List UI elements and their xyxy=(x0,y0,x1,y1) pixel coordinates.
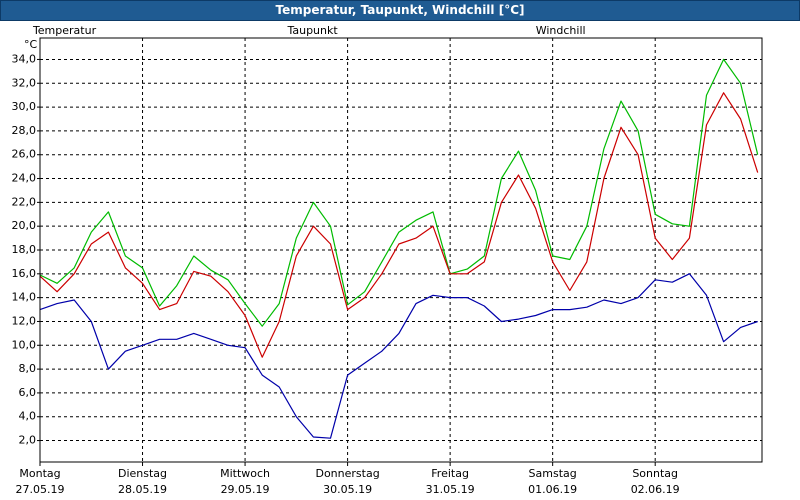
x-tick-label: Mittwoch xyxy=(220,467,270,480)
y-unit: °C xyxy=(24,38,38,51)
y-tick-label: 22,0 xyxy=(12,195,37,208)
legend-label: Taupunkt xyxy=(286,24,338,37)
x-tick-label: Montag xyxy=(19,467,60,480)
background xyxy=(0,21,800,500)
y-tick-label: 30,0 xyxy=(12,100,37,113)
y-tick-label: 14,0 xyxy=(12,291,37,304)
x-tick-label: 02.06.19 xyxy=(631,483,680,496)
y-tick-label: 34,0 xyxy=(12,52,37,65)
series-line xyxy=(39,58,759,327)
x-tick-label: Freitag xyxy=(431,467,469,480)
y-tick-label: 26,0 xyxy=(12,148,37,161)
x-tick-label: Dienstag xyxy=(118,467,167,480)
x-tick-label: 30.05.19 xyxy=(323,483,372,496)
y-tick-label: 8,0 xyxy=(19,362,37,375)
x-tick-label: 31.05.19 xyxy=(426,483,475,496)
y-tick-label: 20,0 xyxy=(12,219,37,232)
y-tick-label: 2,0 xyxy=(19,434,37,447)
chart-title: Temperatur, Taupunkt, Windchill [°C] xyxy=(0,0,800,21)
y-tick-label: 16,0 xyxy=(12,267,37,280)
x-tick-label: Samstag xyxy=(529,467,577,480)
x-tick-label: 29.05.19 xyxy=(221,483,270,496)
chart: °C 2,0 4,0 6,0 8,0 10,0 12,0 14,0 16,0 18,0 20,0 2… xyxy=(0,21,800,500)
series-line xyxy=(39,273,758,439)
x-tick-label: Sonntag xyxy=(632,467,678,480)
x-tick-label: 28.05.19 xyxy=(118,483,167,496)
y-tick-label: 18,0 xyxy=(12,243,37,256)
legend-label: Windchill xyxy=(536,24,586,37)
y-tick-label: 28,0 xyxy=(12,124,37,137)
y-tick-label: 12,0 xyxy=(12,314,37,327)
x-tick-label: 01.06.19 xyxy=(528,483,577,496)
y-tick-label: 10,0 xyxy=(12,338,37,351)
x-tick-label: 27.05.19 xyxy=(16,483,65,496)
y-tick-label: 24,0 xyxy=(12,172,37,185)
y-tick-label: 4,0 xyxy=(19,410,37,423)
y-tick-label: 32,0 xyxy=(12,76,37,89)
y-tick-label: 6,0 xyxy=(19,386,37,399)
x-tick-label: Donnerstag xyxy=(315,467,379,480)
legend-label: Temperatur xyxy=(32,24,97,37)
plot-frame xyxy=(39,37,763,463)
series-line xyxy=(39,92,759,358)
